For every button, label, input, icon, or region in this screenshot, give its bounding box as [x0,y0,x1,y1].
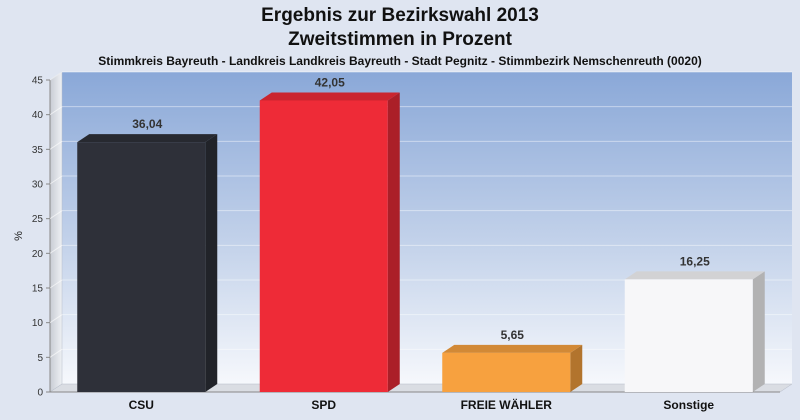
gridline-side [49,279,63,289]
bar-freie-w-hler [442,344,583,392]
y-tick-label: 10 [32,318,44,329]
x-tick-label: CSU [129,398,154,412]
chart-region-subtitle: Stimmkreis Bayreuth - Landkreis Landkrei… [98,54,702,68]
y-tick-label: 5 [37,353,43,364]
bar-top [624,271,765,280]
chart-title: Ergebnis zur Bezirkswahl 2013 [261,5,539,26]
gridline-side [49,106,63,116]
plot-side-wall [49,71,63,393]
gridline-side [49,314,63,324]
x-tick-label: SPD [311,398,336,412]
bar-front [624,279,753,392]
gridline-side [49,140,63,150]
y-tick-label: 25 [32,214,44,225]
chart-subtitle: Zweitstimmen in Prozent [288,29,512,50]
bars [77,92,765,392]
gridline-side [49,175,63,185]
y-tick-label: 35 [32,145,44,156]
x-tick-label: FREIE WÄHLER [461,397,553,412]
bar-value-label: 16,25 [680,254,710,268]
y-tick-label: 20 [32,249,44,260]
labels: 0 5 10 15 20 25 30 35 40 45 36,04 CSU 42,05 SPD 5,65 FR… [32,75,715,412]
bar-side [387,92,400,392]
bar-side [570,344,583,392]
y-axis-label: % [13,231,25,241]
gridline-side [49,348,63,358]
bar-side [752,271,765,392]
gridline-side [49,244,63,254]
bar-sonstige [624,271,765,392]
bar-front [259,100,388,392]
bar-side [205,134,218,392]
bar-front [442,352,571,392]
x-tick-label: Sonstige [663,398,714,412]
bar-csu [77,134,218,392]
bar-value-label: 42,05 [315,75,345,89]
y-tick-label: 15 [32,284,44,295]
bar-top [442,344,583,353]
y-tick-label: 0 [37,388,43,399]
y-tick-label: 45 [32,76,44,87]
y-tick-label: 30 [32,180,44,191]
gridline-side [49,71,63,81]
bar-value-label: 36,04 [132,117,162,131]
bar-value-label: 5,65 [501,328,525,342]
gridline-side [49,210,63,220]
bar-top [77,134,218,143]
y-tick-label: 40 [32,110,44,121]
bar-top [259,92,400,101]
bar-front [77,142,206,392]
bar-spd [259,92,400,392]
